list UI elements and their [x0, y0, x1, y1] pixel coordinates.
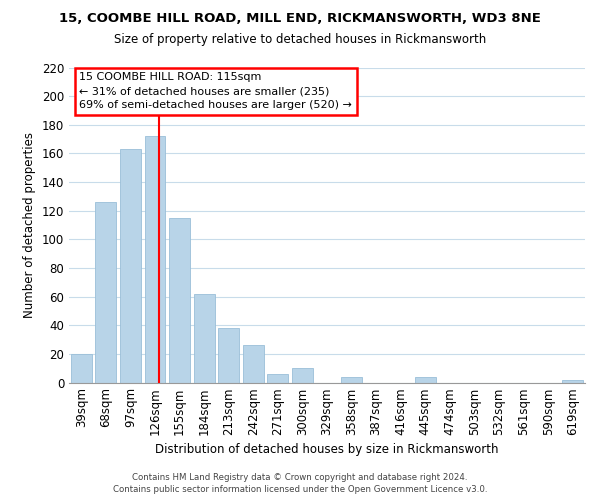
Text: 15 COOMBE HILL ROAD: 115sqm
← 31% of detached houses are smaller (235)
69% of se: 15 COOMBE HILL ROAD: 115sqm ← 31% of det… [79, 72, 352, 110]
Text: Contains HM Land Registry data © Crown copyright and database right 2024.
Contai: Contains HM Land Registry data © Crown c… [113, 473, 487, 494]
Bar [71, 354, 92, 382]
Text: Size of property relative to detached houses in Rickmansworth: Size of property relative to detached ho… [114, 32, 486, 46]
Bar [194, 294, 215, 382]
Bar [218, 328, 239, 382]
Text: 15, COOMBE HILL ROAD, MILL END, RICKMANSWORTH, WD3 8NE: 15, COOMBE HILL ROAD, MILL END, RICKMANS… [59, 12, 541, 26]
Bar [169, 218, 190, 382]
Bar [145, 136, 166, 382]
Bar [243, 346, 264, 383]
Bar [120, 149, 141, 382]
Bar [415, 377, 436, 382]
X-axis label: Distribution of detached houses by size in Rickmansworth: Distribution of detached houses by size … [155, 444, 499, 456]
Bar [292, 368, 313, 382]
Bar [562, 380, 583, 382]
Y-axis label: Number of detached properties: Number of detached properties [23, 132, 36, 318]
Bar [95, 202, 116, 382]
Bar [341, 377, 362, 382]
Bar [268, 374, 289, 382]
